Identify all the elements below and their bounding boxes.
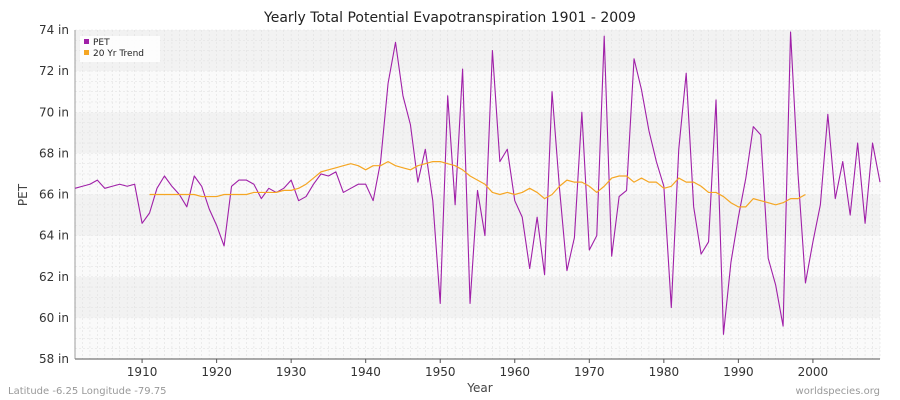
x-tick-label-1930: 1930 <box>276 365 307 379</box>
series-line-20-yr-trend <box>149 161 806 208</box>
legend-box <box>80 36 160 62</box>
y-tick-label-62: 62 in <box>39 270 69 284</box>
series-lines <box>74 31 881 335</box>
axes <box>74 30 880 360</box>
y-tick-label-64: 64 in <box>39 229 69 243</box>
y-tick-label-66: 66 in <box>39 188 69 202</box>
y-axis-ticks: 58 in 60 in 62 in 64 in 66 in 68 in 70 in 72 in… <box>39 23 69 366</box>
legend-label-pet: PET <box>93 38 110 48</box>
y-tick-label-68: 68 in <box>39 146 69 160</box>
legend-swatch-pet <box>84 39 89 44</box>
series-line-pet <box>74 31 881 335</box>
x-tick-label-1960: 1960 <box>499 365 530 379</box>
y-tick-label-58: 58 in <box>39 352 69 366</box>
y-axis-label: PET <box>16 183 30 206</box>
y-tick-label-74: 74 in <box>39 23 69 37</box>
legend-label-20-yr-trend: 20 Yr Trend <box>93 49 144 59</box>
legend-swatch-20-yr-trend <box>84 50 89 55</box>
footer-source: worldspecies.org <box>796 386 880 397</box>
y-tick-label-70: 70 in <box>39 105 69 119</box>
chart-title: Yearly Total Potential Evapotranspiratio… <box>263 10 636 26</box>
x-tick-label-1910: 1910 <box>127 365 158 379</box>
x-tick-label-1970: 1970 <box>574 365 605 379</box>
y-tick-label-60: 60 in <box>39 311 69 325</box>
x-axis-ticks: 1910 1920 1930 1940 1950 1960 1970 1980 1990 2000 <box>127 359 828 379</box>
x-tick-label-1990: 1990 <box>723 365 754 379</box>
y-tick-label-72: 72 in <box>39 64 69 78</box>
x-tick-label-1980: 1980 <box>649 365 680 379</box>
x-tick-label-1920: 1920 <box>201 365 232 379</box>
x-axis-label: Year <box>466 381 492 395</box>
x-tick-label-1950: 1950 <box>425 365 456 379</box>
x-tick-label-2000: 2000 <box>798 365 829 379</box>
footer-coordinates: Latitude -6.25 Longitude -79.75 <box>8 386 167 397</box>
x-tick-label-1940: 1940 <box>350 365 381 379</box>
